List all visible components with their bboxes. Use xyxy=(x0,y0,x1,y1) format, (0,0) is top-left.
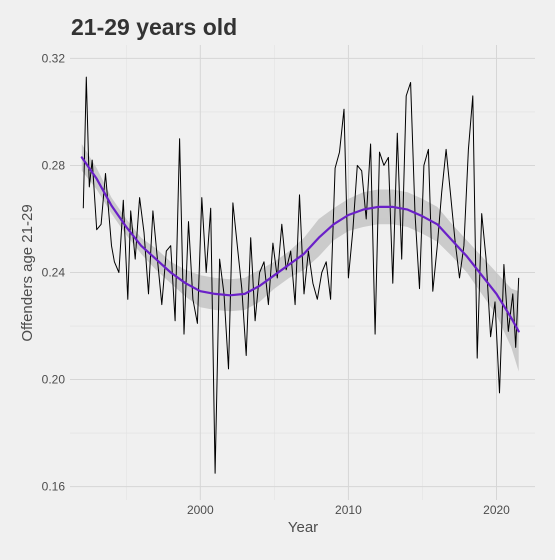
smooth-layer xyxy=(80,156,520,333)
obs-layer xyxy=(82,76,520,474)
smooth-trend-line xyxy=(80,156,520,333)
x-tick-label: 2000 xyxy=(187,503,214,517)
x-tick-labels: 2000 2010 2020 xyxy=(187,503,510,517)
x-axis-title: Year xyxy=(288,519,318,536)
chart-title: 21-29 years old xyxy=(71,14,238,40)
y-tick-label: 0.16 xyxy=(42,480,66,494)
y-tick-label: 0.20 xyxy=(42,373,66,387)
x-tick-label: 2010 xyxy=(335,503,362,517)
y-axis-title: Offenders age 21-29 xyxy=(19,204,36,341)
observed-series-line xyxy=(82,76,520,474)
y-tick-label: 0.28 xyxy=(42,158,66,172)
y-tick-label: 0.32 xyxy=(42,51,66,65)
y-tick-label: 0.24 xyxy=(42,266,66,280)
grid-major xyxy=(70,45,535,500)
x-tick-label: 2020 xyxy=(483,503,510,517)
y-tick-labels: 0.16 0.20 0.24 0.28 0.32 xyxy=(42,51,66,493)
